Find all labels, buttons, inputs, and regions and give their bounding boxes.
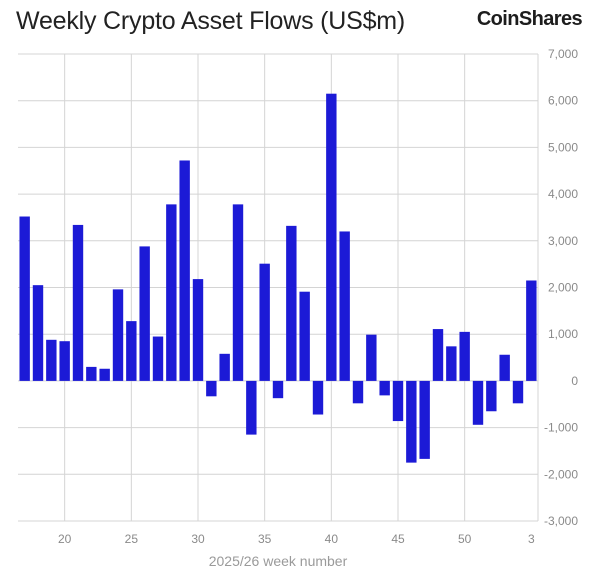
chart-title: Weekly Crypto Asset Flows (US$m) (16, 7, 406, 35)
bar (472, 380, 484, 425)
y-tick-label: 7,000 (548, 47, 578, 61)
bar (19, 216, 30, 381)
x-tick-label: 45 (391, 532, 405, 546)
bar (46, 339, 57, 381)
y-tick-label: 1,000 (548, 327, 578, 341)
bar (86, 366, 97, 381)
y-tick-label: -3,000 (544, 514, 578, 528)
x-axis-ticks: 20 25 30 35 40 45 50 3 (58, 532, 535, 546)
y-axis-ticks: 7,000 6,000 5,000 4,000 3,000 2,000 1,000 0 -1,0… (544, 47, 578, 528)
bar (352, 380, 364, 404)
bar (272, 380, 284, 399)
bar (512, 380, 524, 404)
bar (219, 353, 230, 381)
bar (392, 380, 404, 422)
bar (499, 354, 510, 381)
y-tick-label: 2,000 (548, 281, 578, 295)
bar (32, 285, 44, 381)
bar (206, 380, 217, 397)
x-tick-label: 50 (458, 532, 472, 546)
bar (486, 380, 497, 412)
x-tick-label: 3 (528, 532, 535, 546)
x-axis-label: 2025/26 week number (209, 553, 348, 569)
bar (259, 263, 270, 381)
y-tick-label: 0 (571, 374, 578, 388)
bar (139, 246, 150, 381)
bar (432, 329, 444, 381)
bar (286, 225, 297, 381)
bar (339, 231, 350, 381)
bar (179, 160, 190, 381)
bar (59, 341, 70, 381)
y-tick-label: -1,000 (544, 421, 578, 435)
bar (406, 380, 417, 463)
bar (446, 346, 457, 381)
y-tick-label: 5,000 (548, 140, 578, 154)
x-tick-label: 40 (325, 532, 339, 546)
bar (152, 336, 164, 381)
bar (419, 380, 430, 459)
x-tick-label: 35 (258, 532, 272, 546)
bar (99, 368, 110, 381)
bars (19, 93, 537, 463)
x-tick-label: 20 (58, 532, 72, 546)
y-tick-label: 6,000 (548, 94, 578, 108)
bar (192, 279, 204, 381)
bar (112, 289, 124, 381)
bar (459, 331, 470, 381)
coinshares-logo: CoinShares (476, 8, 583, 30)
bar (379, 380, 390, 396)
bar (246, 380, 257, 435)
bar (299, 291, 310, 381)
bar (232, 204, 244, 381)
y-tick-label: -2,000 (544, 467, 578, 481)
bar (72, 224, 84, 381)
bar (126, 321, 137, 381)
bar (312, 380, 324, 415)
bar (366, 334, 377, 381)
x-tick-label: 30 (191, 532, 205, 546)
y-tick-label: 3,000 (548, 234, 578, 248)
bar (526, 280, 537, 381)
bar (166, 204, 177, 381)
x-tick-label: 25 (125, 532, 139, 546)
y-tick-label: 4,000 (548, 187, 578, 201)
grid-lines (18, 53, 539, 522)
bar (326, 93, 337, 381)
